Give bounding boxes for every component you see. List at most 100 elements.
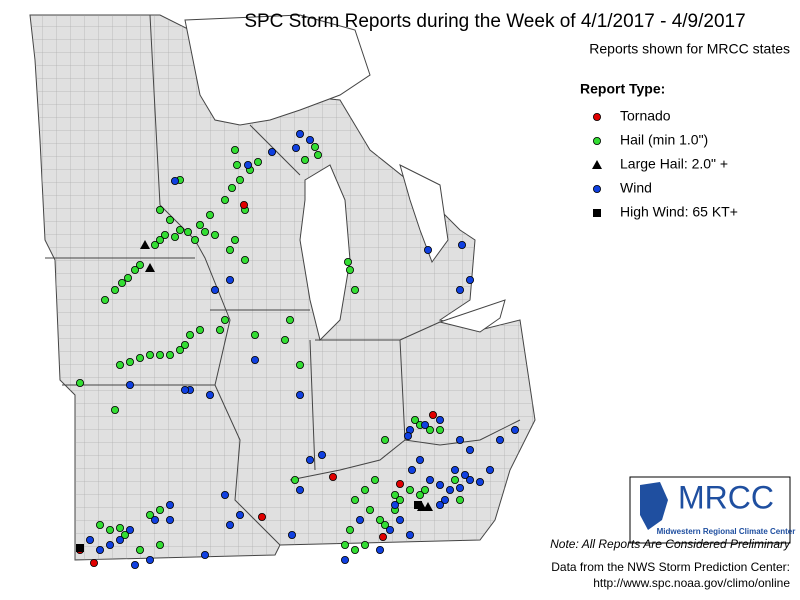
legend-symbol — [593, 136, 602, 145]
source-line: Data from the NWS Storm Prediction Cente… — [551, 560, 790, 574]
report-marker — [290, 475, 299, 484]
report-marker — [350, 285, 359, 294]
report-marker — [295, 485, 304, 494]
report-marker — [375, 546, 384, 555]
report-marker — [328, 472, 337, 481]
report-marker — [145, 263, 155, 272]
report-marker — [455, 483, 464, 492]
report-marker — [370, 475, 379, 484]
report-marker — [410, 415, 419, 424]
report-marker — [407, 465, 416, 474]
report-marker — [195, 220, 204, 229]
source-url: http://www.spc.noaa.gov/climo/online — [593, 576, 790, 590]
report-marker — [220, 490, 229, 499]
report-marker — [350, 495, 359, 504]
report-marker — [140, 240, 150, 249]
report-marker — [350, 546, 359, 555]
report-marker — [215, 325, 224, 334]
report-marker — [475, 477, 484, 486]
report-marker — [345, 265, 354, 274]
report-marker — [295, 360, 304, 369]
report-marker — [465, 475, 474, 484]
report-marker — [124, 273, 133, 282]
report-marker — [230, 235, 239, 244]
report-marker — [90, 559, 99, 568]
report-marker — [205, 390, 214, 399]
report-marker — [126, 380, 135, 389]
legend-symbol — [593, 184, 602, 193]
report-marker — [313, 150, 322, 159]
report-marker — [423, 502, 433, 511]
report-marker — [420, 485, 429, 494]
report-marker — [510, 425, 519, 434]
report-marker — [455, 435, 464, 444]
report-marker — [360, 485, 369, 494]
report-marker — [155, 350, 164, 359]
report-marker — [287, 531, 296, 540]
report-marker — [380, 435, 389, 444]
report-marker — [76, 378, 85, 387]
report-marker — [155, 205, 164, 214]
report-marker — [155, 505, 164, 514]
report-marker — [253, 157, 262, 166]
report-marker — [76, 544, 84, 552]
report-marker — [240, 255, 249, 264]
report-marker — [300, 155, 309, 164]
report-marker — [280, 335, 289, 344]
report-marker — [235, 175, 244, 184]
report-marker — [340, 556, 349, 565]
legend-symbol — [592, 160, 602, 169]
report-marker — [205, 210, 214, 219]
logo-subtitle: Midwestern Regional Climate Center — [657, 527, 796, 536]
report-marker — [227, 183, 236, 192]
report-marker — [295, 129, 304, 138]
report-marker — [165, 516, 174, 525]
report-marker — [423, 245, 432, 254]
legend-symbol — [593, 113, 602, 122]
report-marker — [130, 265, 139, 274]
report-marker — [340, 541, 349, 550]
report-marker — [257, 513, 266, 522]
report-marker — [155, 235, 164, 244]
report-marker — [455, 285, 464, 294]
report-marker — [130, 561, 139, 570]
report-marker — [116, 524, 125, 533]
legend-label: Hail (min 1.0") — [620, 132, 708, 148]
legend-title: Report Type: — [580, 81, 665, 97]
report-marker — [435, 415, 444, 424]
report-marker — [180, 385, 189, 394]
report-marker — [285, 315, 294, 324]
report-marker — [291, 143, 300, 152]
report-marker — [450, 465, 459, 474]
report-marker — [425, 425, 434, 434]
report-marker — [150, 240, 159, 249]
report-marker — [190, 235, 199, 244]
report-marker — [96, 546, 105, 555]
report-marker — [415, 490, 424, 499]
report-marker — [106, 541, 115, 550]
report-marker — [185, 330, 194, 339]
report-marker — [160, 230, 169, 239]
report-marker — [145, 510, 154, 519]
report-marker — [126, 357, 135, 366]
report-marker — [210, 285, 219, 294]
report-marker — [170, 176, 179, 185]
report-marker — [390, 490, 399, 499]
report-marker — [465, 275, 474, 284]
report-marker — [405, 485, 414, 494]
report-marker — [420, 420, 429, 429]
legend-label: Wind — [620, 180, 652, 196]
report-marker — [86, 536, 95, 545]
report-marker — [239, 200, 248, 209]
report-marker — [243, 160, 252, 169]
report-marker — [155, 541, 164, 550]
report-marker — [195, 325, 204, 334]
report-marker — [135, 546, 144, 555]
report-marker — [180, 340, 189, 349]
report-marker — [405, 531, 414, 540]
report-marker — [355, 516, 364, 525]
report-marker — [414, 501, 422, 509]
legend-label: Large Hail: 2.0" + — [620, 156, 728, 172]
report-marker — [232, 160, 241, 169]
report-marker — [378, 533, 387, 542]
